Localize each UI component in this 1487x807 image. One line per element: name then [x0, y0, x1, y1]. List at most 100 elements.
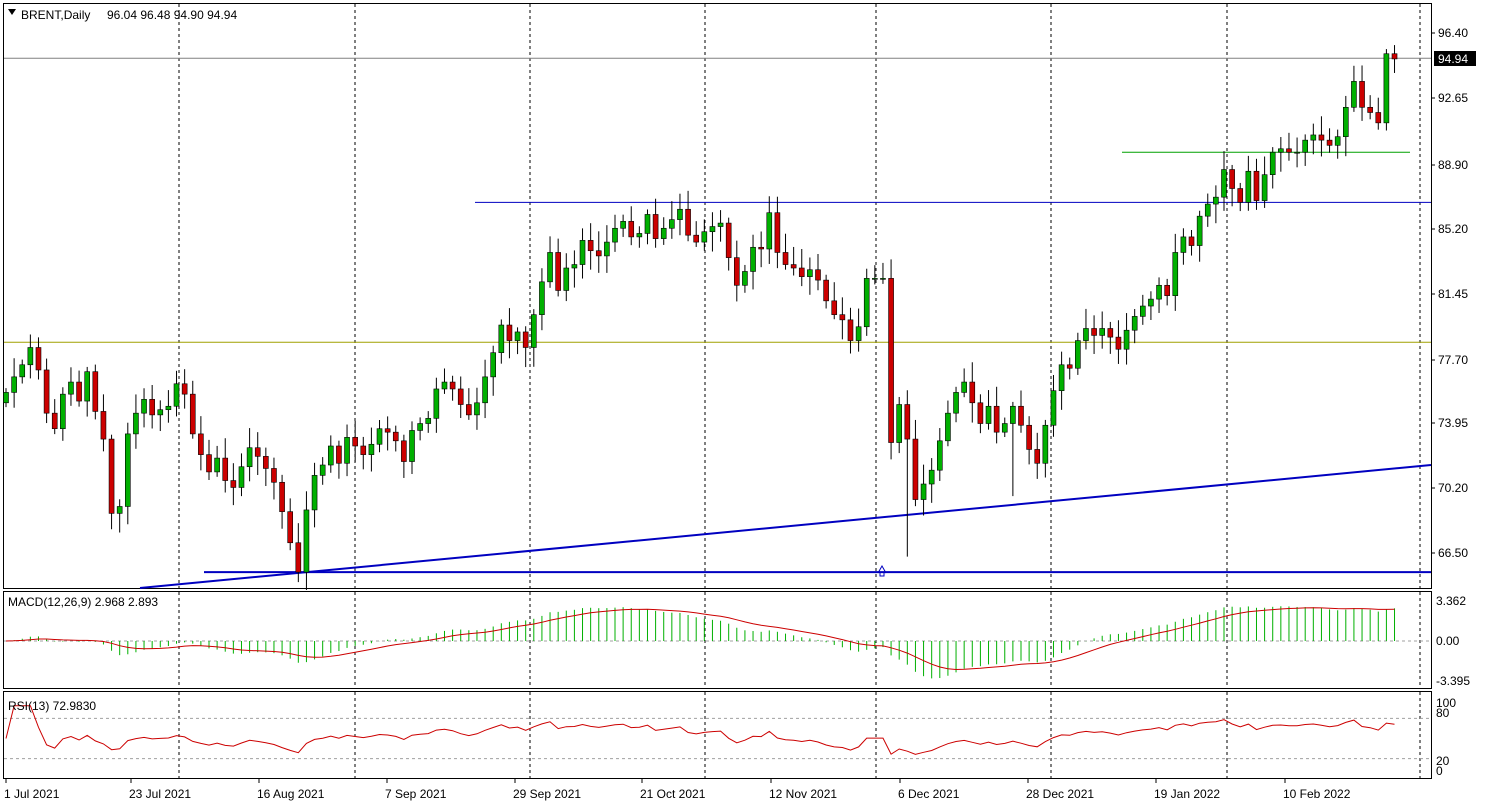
bull-candle	[961, 381, 967, 393]
date-tick-label: 16 Aug 2021	[257, 787, 325, 801]
bear-candle	[100, 411, 107, 440]
bull-candle	[173, 383, 180, 407]
rsi-panel-frame	[3, 691, 1432, 779]
bull-candle	[368, 443, 375, 455]
bear-candle	[230, 480, 237, 488]
date-tick-label: 10 Feb 2022	[1283, 787, 1351, 801]
bear-candle	[977, 402, 984, 424]
bear-candle	[587, 240, 594, 252]
bear-candle	[149, 399, 155, 416]
bull-candle	[1221, 169, 1227, 198]
bull-candle	[409, 430, 415, 462]
bear-candle	[457, 388, 464, 405]
bull-candle	[498, 324, 505, 353]
bear-candle	[1115, 336, 1122, 350]
bull-candle	[1334, 136, 1341, 146]
bull-candle	[1302, 139, 1308, 153]
bull-candle	[920, 483, 927, 500]
date-tick-label: 12 Nov 2021	[769, 787, 837, 801]
bull-candle	[579, 240, 586, 265]
bear-candle	[392, 431, 399, 442]
bull-candle	[1001, 423, 1008, 433]
bull-candle	[604, 241, 610, 257]
bull-candle	[1140, 305, 1146, 317]
bull-candle	[1099, 328, 1105, 336]
bear-candle	[1367, 107, 1373, 113]
date-tick-label: 19 Jan 2022	[1154, 787, 1220, 801]
bull-candle	[1010, 405, 1016, 424]
bear-candle	[401, 440, 407, 462]
bear-candle	[904, 404, 911, 440]
bear-candle	[815, 269, 821, 281]
bull-candle	[563, 267, 570, 291]
bear-candle	[189, 393, 196, 435]
collapse-triangle-icon[interactable]	[8, 9, 16, 15]
bull-candle	[19, 364, 26, 378]
bull-candle	[3, 392, 9, 404]
bull-candle	[238, 466, 245, 488]
bull-candle	[141, 399, 147, 414]
bull-candle	[1172, 252, 1179, 296]
bull-candle	[880, 278, 886, 280]
bear-candle	[823, 279, 829, 302]
date-tick-label: 7 Sep 2021	[385, 787, 447, 801]
bear-candle	[449, 381, 456, 390]
bear-candle	[1164, 284, 1170, 296]
price-tick-label: 92.65	[1438, 91, 1468, 105]
bull-candle	[1196, 215, 1203, 246]
bear-candle	[254, 447, 261, 457]
bull-candle	[742, 271, 748, 286]
bull-candle	[441, 381, 448, 390]
bull-candle	[547, 252, 553, 283]
axes: 96.40 92.65 88.90 85.20 81.45 77.70 73.95 70.20…	[4, 26, 1470, 801]
bear-candle	[222, 457, 229, 481]
symbol-label: BRENT,Daily	[21, 8, 90, 22]
bull-candle	[701, 231, 708, 243]
bull-candle	[1083, 328, 1089, 341]
bull-candle	[376, 428, 383, 445]
bear-candle	[206, 454, 212, 473]
bear-candle	[652, 214, 659, 239]
bear-candle	[1018, 405, 1024, 426]
bear-candle	[35, 347, 42, 371]
bear-candle	[733, 257, 740, 286]
bull-candle	[514, 331, 521, 341]
bull-candle	[928, 469, 935, 485]
bull-candle	[669, 219, 675, 229]
bull-candle	[1131, 316, 1138, 331]
bull-candle	[474, 402, 480, 416]
bear-candle	[287, 511, 294, 544]
macd-series	[4, 606, 1431, 679]
bear-candle	[1026, 424, 1032, 450]
bear-candle	[693, 234, 700, 243]
bear-candle	[685, 208, 691, 236]
price-panel-frame	[3, 3, 1432, 589]
bull-candle	[1343, 107, 1349, 137]
bull-candle	[1213, 196, 1219, 205]
bear-candle	[271, 468, 277, 483]
bear-candle	[993, 405, 1000, 433]
bear-candle	[43, 369, 50, 414]
bear-candle	[1237, 188, 1244, 203]
rsi-tick-label: 80	[1436, 706, 1450, 720]
bull-candle	[60, 393, 66, 430]
bear-candle	[1318, 134, 1325, 141]
bear-candle	[1066, 364, 1073, 369]
macd-tick-label: 0.00	[1436, 634, 1460, 648]
bull-candle	[855, 326, 862, 341]
candlestick-series	[3, 45, 1398, 590]
bear-candle	[595, 250, 602, 257]
bull-candle	[433, 388, 440, 419]
bull-candle	[1261, 174, 1268, 201]
bear-candle	[522, 331, 529, 348]
bull-candle	[677, 208, 683, 220]
bull-candle	[766, 212, 773, 250]
bear-candle	[1391, 53, 1398, 60]
bear-candle	[1107, 328, 1114, 338]
bull-candle	[1204, 203, 1211, 217]
bear-candle	[76, 381, 82, 402]
bear-candle	[263, 456, 269, 469]
bull-candle	[750, 246, 756, 272]
rsi-series	[4, 705, 1431, 760]
